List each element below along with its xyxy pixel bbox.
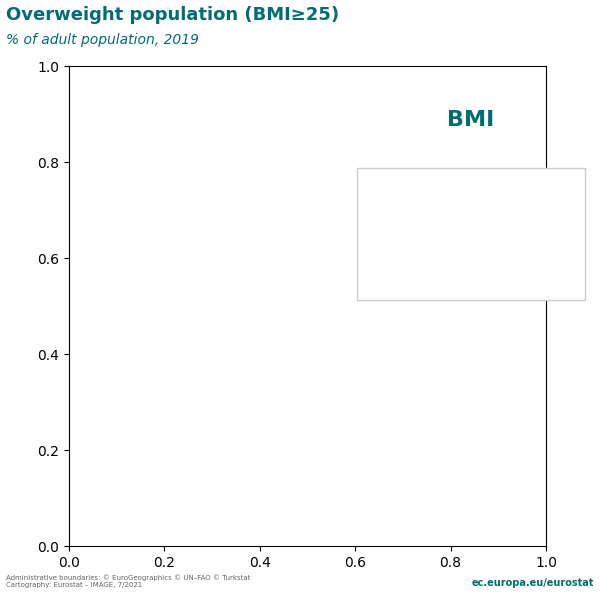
Text: BMI: BMI <box>448 110 494 130</box>
Text: BODY MASS INDEX (BMI) IS CALCULATED AS
PERSON'S WEIGHT (KG) DIVIDED BY THE
SQUAR: BODY MASS INDEX (BMI) IS CALCULATED AS P… <box>395 235 547 257</box>
Text: Overweight population (BMI≥25): Overweight population (BMI≥25) <box>6 6 339 24</box>
Text: % of adult population, 2019: % of adult population, 2019 <box>6 33 199 47</box>
Text: EU 53%: EU 53% <box>407 178 536 206</box>
Text: ec.europa.eu/eurostat: ec.europa.eu/eurostat <box>472 578 594 588</box>
Text: Administrative boundaries: © EuroGeographics © UN–FAO © Turkstat
Cartography: Eu: Administrative boundaries: © EuroGeograp… <box>6 574 250 588</box>
